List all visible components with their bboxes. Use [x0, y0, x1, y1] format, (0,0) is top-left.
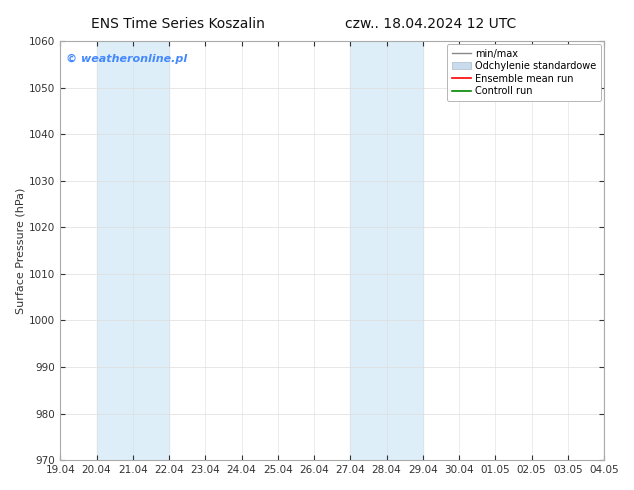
- Legend: min/max, Odchylenie standardowe, Ensemble mean run, Controll run: min/max, Odchylenie standardowe, Ensembl…: [447, 44, 601, 101]
- Text: czw.. 18.04.2024 12 UTC: czw.. 18.04.2024 12 UTC: [346, 17, 517, 31]
- Bar: [96, 41, 169, 460]
- Text: © weatheronline.pl: © weatheronline.pl: [66, 53, 187, 64]
- Y-axis label: Surface Pressure (hPa): Surface Pressure (hPa): [15, 187, 25, 314]
- Text: ENS Time Series Koszalin: ENS Time Series Koszalin: [91, 17, 264, 31]
- Bar: [351, 41, 423, 460]
- Bar: [604, 41, 634, 460]
- Title: ENS Time Series Koszalin      czw.. 18.04.2024 12 UTC: ENS Time Series Koszalin czw.. 18.04.202…: [0, 489, 1, 490]
